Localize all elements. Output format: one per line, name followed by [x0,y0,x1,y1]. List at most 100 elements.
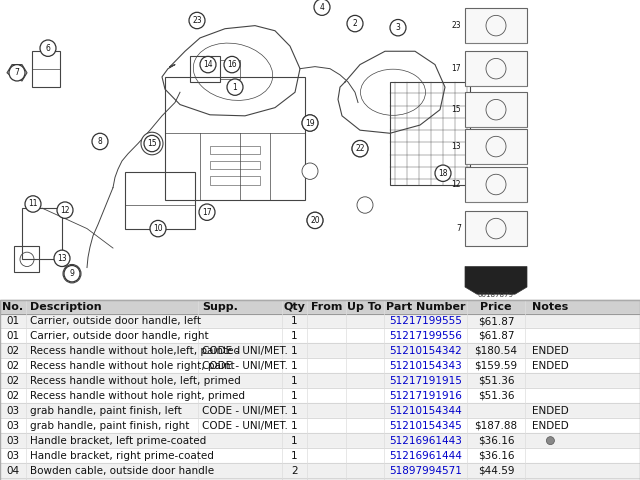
Bar [465,51,527,86]
Text: Qty: Qty [284,301,305,312]
Text: $61.87: $61.87 [477,331,515,341]
Text: CODE - UNI/MET.: CODE - UNI/MET. [202,346,288,356]
Ellipse shape [199,204,215,220]
Text: 03: 03 [6,451,19,461]
Ellipse shape [141,132,163,155]
Bar [32,51,60,87]
Text: 11: 11 [28,200,38,208]
Text: 51216961443: 51216961443 [389,436,462,445]
Ellipse shape [352,141,368,157]
Bar [0,418,640,433]
Ellipse shape [302,163,318,180]
Text: 01: 01 [6,316,19,326]
Bar [465,129,527,164]
Text: 9: 9 [70,269,74,278]
Ellipse shape [189,12,205,29]
Text: 23: 23 [192,16,202,25]
Text: 02: 02 [6,346,19,356]
Bar [465,92,527,127]
Text: 3: 3 [396,23,401,32]
Text: 4: 4 [319,3,324,12]
Text: Handle bracket, left prime-coated: Handle bracket, left prime-coated [29,436,206,445]
Text: $51.36: $51.36 [477,391,515,401]
Text: 51217191915: 51217191915 [389,376,462,386]
Bar [465,8,527,43]
Text: 03: 03 [6,406,19,416]
Text: 02: 02 [6,391,19,401]
Text: Price: Price [480,301,512,312]
Text: 6: 6 [45,44,51,53]
Bar [0,328,640,344]
Ellipse shape [347,15,363,32]
Text: 7: 7 [456,224,461,233]
Text: 1: 1 [291,436,298,445]
Ellipse shape [547,437,554,444]
Text: 18: 18 [438,169,448,178]
Ellipse shape [150,220,166,237]
Text: 51210154342: 51210154342 [389,346,462,356]
Text: 1: 1 [232,83,237,92]
Text: 12: 12 [60,205,70,215]
Text: Supp.: Supp. [202,301,238,312]
Bar [0,433,640,448]
Ellipse shape [224,56,240,73]
Text: 1: 1 [291,406,298,416]
Ellipse shape [435,165,451,181]
Bar [0,344,640,359]
Text: 03: 03 [6,436,19,445]
Bar [0,300,640,313]
Text: 51216961444: 51216961444 [389,451,462,461]
Text: 13: 13 [57,254,67,263]
Text: Recess handle without hole right, primed: Recess handle without hole right, primed [29,391,244,401]
Text: 1: 1 [291,361,298,371]
Ellipse shape [57,202,73,218]
Ellipse shape [54,250,70,266]
Text: 13: 13 [451,142,461,151]
Text: 8: 8 [98,137,102,146]
Text: No.: No. [2,301,24,312]
Text: 1: 1 [291,391,298,401]
Text: 20: 20 [310,216,320,225]
Text: 19: 19 [305,119,315,128]
Text: 1: 1 [291,316,298,326]
Text: 10: 10 [153,224,163,233]
Text: $44.59: $44.59 [477,466,515,476]
Text: 03: 03 [6,420,19,431]
Text: 2: 2 [353,19,357,28]
Ellipse shape [390,20,406,36]
Ellipse shape [40,40,56,56]
Bar [210,145,260,154]
Ellipse shape [227,79,243,96]
Bar [22,208,62,259]
Text: 22: 22 [355,144,365,153]
Bar [390,82,470,184]
Bar [210,161,260,169]
Text: CODE - UNI/MET.: CODE - UNI/MET. [202,406,288,416]
Text: $51.36: $51.36 [477,376,515,386]
Ellipse shape [314,0,330,15]
Ellipse shape [144,135,160,152]
Text: 1: 1 [291,331,298,341]
Text: Part Number: Part Number [386,301,465,312]
Bar [0,463,640,478]
Text: 15: 15 [147,139,157,148]
Text: 51217199555: 51217199555 [389,316,462,326]
Bar [0,388,640,403]
Text: Handle bracket, right prime-coated: Handle bracket, right prime-coated [29,451,214,461]
Text: CODE - UNI/MET.: CODE - UNI/MET. [202,361,288,371]
Text: 51210154345: 51210154345 [389,420,462,431]
Text: Bowden cable, outside door handle: Bowden cable, outside door handle [29,466,214,476]
Text: 2: 2 [291,466,298,476]
Ellipse shape [352,141,368,157]
Polygon shape [465,266,527,294]
Text: From: From [310,301,342,312]
Text: Up To: Up To [348,301,382,312]
Text: 17: 17 [202,208,212,216]
Text: 51217199556: 51217199556 [389,331,462,341]
Bar [14,246,39,272]
Text: Description: Description [29,301,101,312]
Bar [125,172,195,228]
Ellipse shape [64,265,80,282]
Bar [0,448,640,463]
Bar [0,313,640,328]
